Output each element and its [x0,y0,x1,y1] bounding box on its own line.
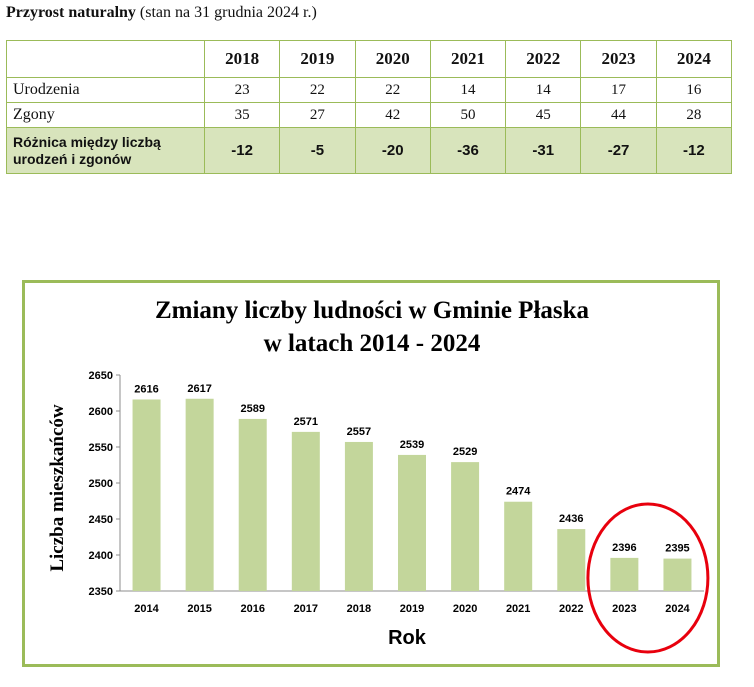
section-heading-note: (stan na 31 grudnia 2024 r.) [135,4,317,21]
table-cell: -12 [203,127,281,174]
table-cell: 16 [655,77,733,103]
y-tick-label: 2650 [89,370,113,382]
x-tick-label: 2020 [453,603,477,615]
x-tick-label: 2018 [347,603,371,615]
bar-2024 [663,558,692,591]
bar-2021 [504,501,533,591]
row-label-line: urodzeń i zgonów [13,150,132,167]
section-heading-bold: Przyrost naturalny [6,4,136,21]
data-label: 2616 [134,383,158,395]
table-cell: -12 [655,127,733,174]
table-cell: -36 [429,127,507,174]
bar-2022 [557,529,586,591]
table-cell: 14 [505,77,582,103]
data-label: 2529 [453,446,477,458]
x-tick-label: 2015 [187,603,211,615]
table-cell: 22 [279,77,356,103]
y-tick-label: 2350 [89,586,113,598]
highlight-ellipse [586,502,710,654]
data-label: 2474 [506,486,531,498]
table-cell: -20 [354,127,431,174]
data-label: 2571 [294,416,318,428]
y-axis-label: Liczba mieszkańców [47,404,68,572]
data-label: 2395 [665,543,689,555]
data-label: 2436 [559,513,583,525]
bar-2016 [238,418,267,591]
year-header: 2023 [580,40,657,78]
year-header: 2021 [429,40,507,78]
x-tick-label: 2021 [506,603,530,615]
plot-area: 2350 2400 2450 2500 2550 2600 2650 2616 2014 2617… [89,370,710,654]
table-cell: 27 [279,102,356,128]
x-tick-label: 2016 [240,603,264,615]
data-label: 2396 [612,542,636,554]
x-tick-label: 2019 [400,603,424,615]
table-cell: 42 [354,102,431,128]
chart-title-line-2: w latach 2014 - 2024 [264,330,481,357]
year-header: 2020 [354,40,431,78]
x-tick-label: 2023 [612,603,636,615]
y-tick-label: 2600 [89,406,113,418]
bar-2017 [291,431,320,591]
bar-2015 [185,398,214,591]
chart-frame [22,280,720,667]
bar-2018 [344,441,373,591]
table-cell: 22 [354,77,431,103]
bar-2023 [610,557,639,591]
y-tick-label: 2550 [89,442,113,454]
year-header: 2024 [655,40,733,78]
bar-2014 [132,399,161,591]
x-axis-label: Rok [388,627,427,649]
table-row-deaths: Zgony 35 27 42 50 45 44 28 [6,102,733,128]
row-label: Różnica między liczbą urodzeń i zgonów [6,127,205,174]
y-tick-label: 2450 [89,514,113,526]
x-tick-label: 2017 [294,603,318,615]
natural-increase-table: 2018 2019 2020 2021 2022 2023 2024 Urodz… [6,40,733,174]
table-row-difference: Różnica między liczbą urodzeń i zgonów -1… [6,127,733,174]
bar-2020 [451,462,480,591]
chart-title-line-1: Zmiany liczby ludności w Gminie Płaska [155,297,590,324]
x-tick-label: 2014 [134,603,159,615]
bar-2019 [398,454,426,591]
section-heading: Przyrost naturalny (stan na 31 grudnia 2… [6,4,317,22]
table-header-row: 2018 2019 2020 2021 2022 2023 2024 [6,40,733,78]
x-tick-label: 2022 [559,603,583,615]
table-cell: -5 [279,127,356,174]
data-label: 2539 [400,439,424,451]
table-cell: 45 [505,102,582,128]
year-header: 2019 [279,40,356,78]
row-label: Zgony [6,102,205,128]
y-tick-label: 2400 [89,550,113,562]
data-label: 2617 [187,383,211,395]
x-tick-label: 2024 [665,603,690,615]
data-label: 2589 [240,403,264,415]
row-label-line: Różnica między liczbą [13,133,161,150]
year-header: 2018 [203,40,281,78]
data-label: 2557 [347,426,371,438]
table-cell: 23 [203,77,281,103]
y-tick-label: 2500 [89,478,113,490]
